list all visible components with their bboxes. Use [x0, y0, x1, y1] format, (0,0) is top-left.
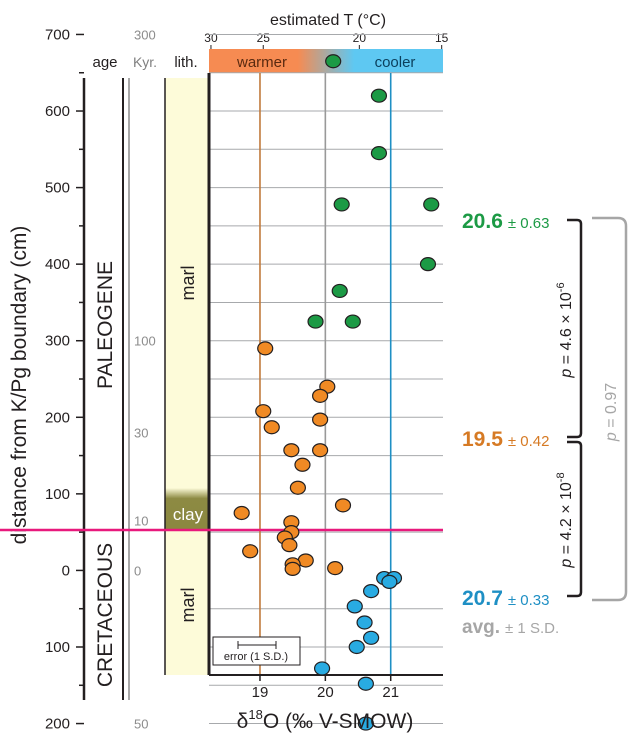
p-value-lower: p = 4.2 × 10-8 [555, 472, 575, 568]
y-tick-label: 600 [45, 103, 70, 120]
marl-upper-unit [165, 78, 209, 488]
clay-point [294, 457, 311, 472]
summary-annotations: 20.6 ± 0.63 19.5 ± 0.42 20.7 ± 0.33 avg. ± 1… [462, 210, 628, 638]
clay-mean: 19.5 ± 0.42 [462, 428, 549, 451]
paleogene-point [419, 257, 437, 272]
bracket-paleogene-clay [567, 218, 583, 439]
kyr-mark-label: 30 [134, 426, 148, 441]
warmer-label: warmer [236, 54, 287, 71]
lithology-column-header: lith. [174, 54, 197, 71]
y-tick-label: 200 [45, 716, 70, 733]
kyr-mark-label: 300 [134, 27, 156, 42]
clay-point [233, 505, 250, 521]
error-legend-label: error (1 S.D.) [224, 651, 288, 663]
age-column-header: age [92, 54, 117, 71]
clay-point [334, 498, 352, 513]
clay-point [255, 404, 272, 419]
kyr-mark-label: 50 [134, 717, 148, 732]
kyr-mark-label: 0 [134, 563, 141, 578]
cretaceous-point [363, 630, 380, 645]
clay-point [257, 341, 274, 356]
y-tick-label: 100 [45, 486, 70, 503]
cretaceous-point [363, 583, 380, 599]
paleogene-point [370, 146, 388, 161]
y-tick-label: 100 [45, 639, 70, 656]
y-tick-label: 400 [45, 256, 70, 273]
temperature-axis-title: estimated T (°C) [270, 12, 386, 29]
age-column: PALEOGENE CRETACEOUS [84, 78, 124, 700]
y-axis-label: distance from K/Pg boundary (cm) [8, 226, 31, 545]
y-tick-label: 700 [45, 26, 70, 43]
cretaceous-point [357, 676, 374, 691]
y-tick-label: 300 [45, 333, 70, 350]
marl-upper-label: marl [178, 266, 198, 301]
y-tick-label: 500 [45, 180, 70, 197]
kyr-mark-label: 100 [134, 334, 156, 349]
mean-legend: avg. ± 1 S.D. [462, 617, 559, 638]
p-value-upper: p = 4.6 × 10-6 [555, 282, 575, 378]
cretaceous-point [381, 574, 398, 590]
x-axis-label: δ18O (‰ V-SMOW) [237, 707, 414, 733]
p-value-total: p = 0.97 [603, 383, 620, 442]
clay-point [284, 561, 301, 576]
bracket-paleogene-cretaceous [592, 216, 628, 602]
y-tick-label: 200 [45, 409, 70, 426]
bracket-clay-cretaceous [567, 440, 583, 598]
clay-point [312, 412, 329, 427]
temperature-tick-label: 25 [257, 31, 271, 45]
plot-area: 19 20 21 error (1 S.D.) [0, 33, 443, 731]
paleogene-point [325, 54, 342, 69]
x-tick-label: 19 [252, 684, 269, 701]
temperature-tick-label: 30 [204, 31, 218, 45]
kyr-mark-label: 10 [134, 514, 148, 529]
y-axis: 200 100 0 100 200 300 400 500 600 700 [45, 26, 86, 733]
cretaceous-mean: 20.7 ± 0.33 [462, 587, 549, 610]
lithology-column: marl clay marl [164, 78, 209, 675]
cretaceous-point [313, 661, 331, 676]
clay-unit [165, 488, 209, 530]
clay-point [289, 480, 306, 495]
clay-point [263, 420, 280, 435]
clay-point [312, 388, 329, 403]
y-tick-label: 0 [62, 562, 70, 579]
cooler-label: cooler [375, 54, 416, 71]
error-bar-legend: error (1 S.D.) [212, 636, 301, 666]
temperature-tick-label: 15 [435, 31, 449, 45]
marl-lower-label: marl [178, 588, 198, 623]
paleogene-mean: 20.6 ± 0.63 [462, 210, 549, 233]
cretaceous-point [357, 716, 374, 731]
cretaceous-point [348, 639, 365, 655]
clay-point [312, 443, 329, 458]
cretaceous-point [346, 599, 363, 614]
kyr-column-header: Kyr. [133, 54, 157, 70]
marl-lower-unit [165, 530, 209, 675]
clay-label: clay [173, 505, 204, 524]
paleogene-point [331, 283, 348, 299]
x-tick-label: 21 [382, 684, 399, 701]
clay-point [281, 538, 298, 553]
paleogene-point [307, 314, 324, 329]
cretaceous-label: CRETACEOUS [94, 543, 117, 687]
paleogene-label: PALEOGENE [94, 261, 117, 389]
temperature-tick-label: 20 [353, 31, 367, 45]
paleogene-point [344, 314, 361, 329]
paleogene-point [423, 197, 440, 212]
cretaceous-point [356, 615, 373, 630]
x-tick-label: 20 [317, 684, 334, 701]
clay-point [283, 443, 300, 458]
paleogene-point [370, 88, 388, 103]
clay-point [242, 544, 259, 559]
clay-point [327, 561, 344, 576]
paleogene-point [333, 197, 350, 212]
